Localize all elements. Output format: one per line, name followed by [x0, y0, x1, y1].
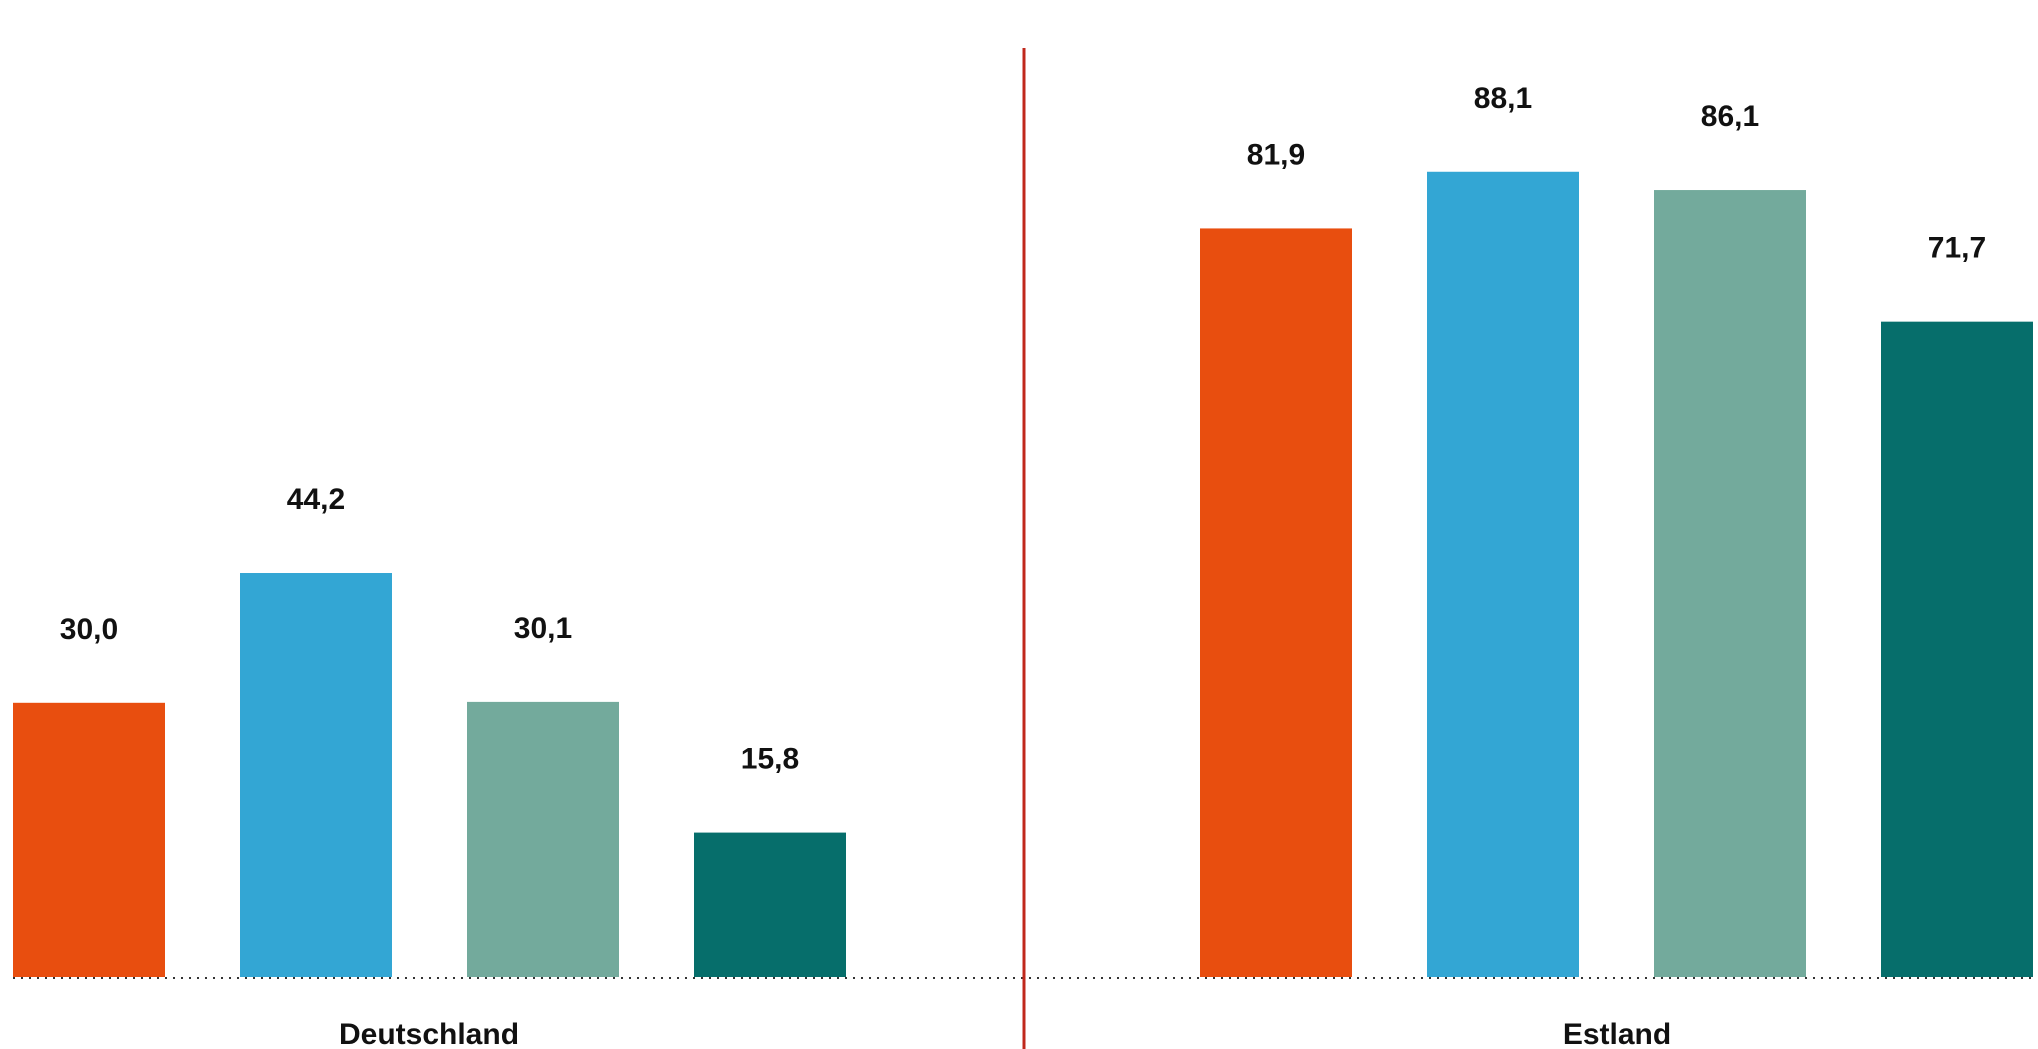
bar-estland-1	[1200, 228, 1352, 977]
value-label-estland-3: 86,1	[1701, 100, 1759, 133]
bars-layer	[13, 171, 2033, 978]
value-label-deutschland-1: 30,0	[60, 613, 118, 646]
value-labels-layer: 30,0 44,2 30,1 15,8 81,9 88,1 86,1 71,7	[60, 82, 1986, 776]
group-label-deutschland: Deutschland	[339, 1018, 519, 1049]
bar-deutschland-4	[694, 832, 846, 977]
value-label-estland-2: 88,1	[1474, 82, 1532, 115]
value-label-estland-1: 81,9	[1247, 138, 1305, 171]
value-label-deutschland-4: 15,8	[741, 743, 799, 776]
value-label-deutschland-2: 44,2	[287, 483, 345, 516]
value-label-deutschland-3: 30,1	[514, 612, 572, 645]
bar-deutschland-3	[467, 701, 619, 977]
bar-estland-4	[1881, 321, 2033, 977]
bar-deutschland-2	[240, 573, 392, 977]
bar-estland-2	[1427, 171, 1579, 978]
bar-estland-3	[1654, 190, 1806, 977]
bar-deutschland-1	[13, 702, 165, 977]
group-label-estland: Estland	[1563, 1018, 1671, 1049]
group-labels-layer: Deutschland Estland	[339, 1018, 1671, 1049]
value-label-estland-4: 71,7	[1928, 232, 1986, 265]
